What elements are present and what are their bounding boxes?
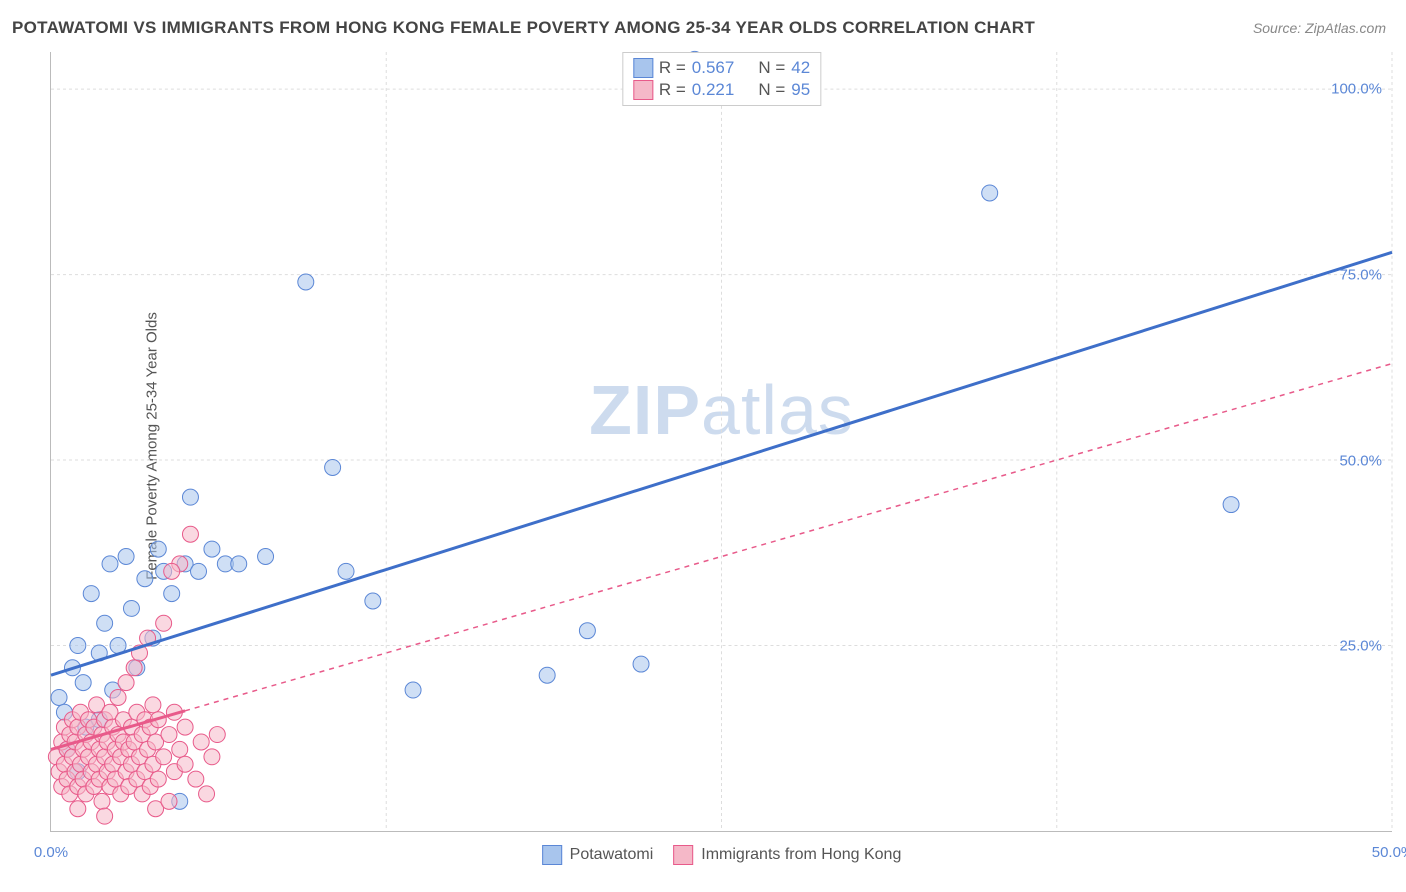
plot-area: ZIPatlas R = 0.567 N = 42 R = 0.221 N = [50,52,1392,832]
r-value-0: 0.567 [692,58,735,78]
n-label-0: N = [758,58,785,78]
source-label: Source: [1253,20,1301,36]
series-legend: Potawatomi Immigrants from Hong Kong [542,845,902,865]
swatch-series-0 [633,58,653,78]
trend-line-dashed [185,364,1392,711]
swatch-series-1 [633,80,653,100]
x-tick-label: 50.0% [1372,844,1406,861]
data-point [118,675,134,691]
data-point [199,786,215,802]
y-tick-label: 25.0% [1339,638,1382,655]
data-point [51,689,67,705]
data-point [70,638,86,654]
data-point [204,541,220,557]
data-point [83,586,99,602]
data-point [191,563,207,579]
data-point [70,801,86,817]
y-tick-label: 50.0% [1339,452,1382,469]
data-point [633,656,649,672]
data-point [161,727,177,743]
data-point [156,615,172,631]
data-point [75,675,91,691]
n-label-1: N = [758,80,785,100]
data-point [164,563,180,579]
stats-row-0: R = 0.567 N = 42 [633,57,810,79]
data-point [137,571,153,587]
data-point [204,749,220,765]
r-value-1: 0.221 [692,80,735,100]
legend-label-1: Immigrants from Hong Kong [701,846,901,864]
legend-label-0: Potawatomi [570,846,654,864]
data-point [97,615,113,631]
data-point [982,185,998,201]
data-point [579,623,595,639]
swatch-legend-1 [673,845,693,865]
source-attribution: Source: ZipAtlas.com [1253,20,1386,36]
data-point [156,749,172,765]
data-point [118,549,134,565]
data-point [126,660,142,676]
n-value-1: 95 [791,80,810,100]
r-label-1: R = [659,80,686,100]
data-point [182,526,198,542]
n-value-0: 42 [791,58,810,78]
stats-row-1: R = 0.221 N = 95 [633,79,810,101]
data-point [97,808,113,824]
y-tick-label: 75.0% [1339,266,1382,283]
stats-legend: R = 0.567 N = 42 R = 0.221 N = 95 [622,52,821,106]
data-point [1223,497,1239,513]
data-point [177,719,193,735]
data-point [94,793,110,809]
r-label-0: R = [659,58,686,78]
legend-item-1: Immigrants from Hong Kong [673,845,901,865]
correlation-chart: POTAWATOMI VS IMMIGRANTS FROM HONG KONG … [0,0,1406,892]
data-point [123,600,139,616]
data-point [150,541,166,557]
chart-title: POTAWATOMI VS IMMIGRANTS FROM HONG KONG … [12,18,1035,38]
legend-item-0: Potawatomi [542,845,654,865]
data-point [325,459,341,475]
data-point [231,556,247,572]
data-point [177,756,193,772]
data-point [182,489,198,505]
data-point [110,689,126,705]
scatter-svg [51,52,1392,831]
x-tick-label: 0.0% [34,844,68,861]
data-point [209,727,225,743]
data-point [338,563,354,579]
y-tick-label: 100.0% [1331,81,1382,98]
data-point [298,274,314,290]
data-point [365,593,381,609]
data-point [405,682,421,698]
data-point [145,697,161,713]
data-point [164,586,180,602]
source-value: ZipAtlas.com [1305,20,1386,36]
swatch-legend-0 [542,845,562,865]
data-point [150,771,166,787]
data-point [172,741,188,757]
data-point [188,771,204,787]
data-point [258,549,274,565]
data-point [539,667,555,683]
data-point [102,556,118,572]
data-point [161,793,177,809]
data-point [193,734,209,750]
